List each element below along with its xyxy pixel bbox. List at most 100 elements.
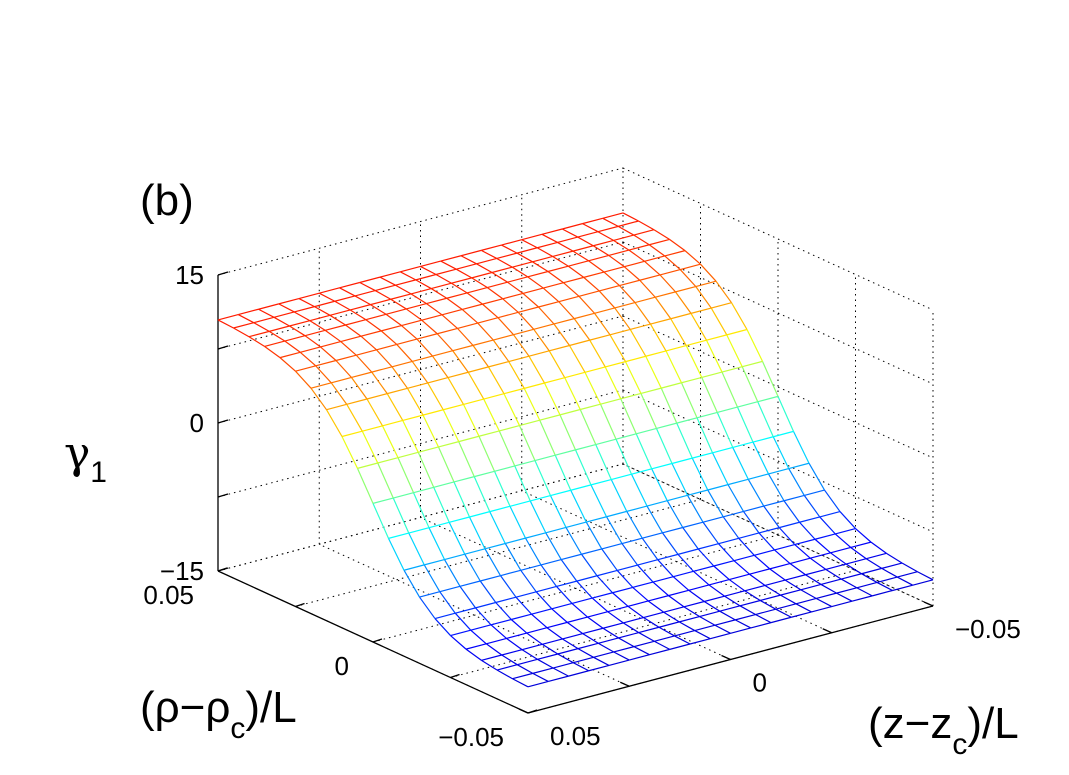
surface-z-line bbox=[659, 268, 681, 276]
surface-z-line bbox=[346, 398, 368, 405]
surface-z-line bbox=[506, 632, 527, 640]
rho-axis-tick bbox=[295, 602, 305, 608]
surface-z-line bbox=[755, 608, 776, 616]
surface-z-line bbox=[861, 567, 882, 575]
surface-z-line bbox=[631, 468, 652, 475]
surface-rho-line bbox=[622, 212, 639, 222]
surface-z-line bbox=[664, 250, 686, 257]
surface-z-line bbox=[571, 597, 593, 605]
surface-z-line bbox=[310, 382, 332, 389]
surface-rho-line bbox=[637, 564, 654, 583]
surface-z-line bbox=[732, 441, 754, 449]
surface-rho-line bbox=[644, 260, 661, 276]
surface-rho-line bbox=[423, 564, 441, 593]
surface-rho-line bbox=[705, 339, 723, 373]
surface-z-line bbox=[668, 589, 689, 597]
surface-rho-line bbox=[805, 574, 822, 585]
surface-rho-line bbox=[784, 579, 802, 591]
surface-rho-line bbox=[839, 511, 856, 529]
surface-rho-line bbox=[639, 279, 656, 298]
surface-rho-line bbox=[501, 654, 518, 666]
surface-rho-line bbox=[808, 462, 826, 491]
grid-line bbox=[372, 534, 779, 643]
surface-z-line bbox=[410, 287, 432, 295]
surface-rho-line bbox=[515, 596, 532, 615]
surface-rho-line bbox=[777, 396, 795, 432]
surface-z-line bbox=[750, 622, 772, 629]
surface-rho-line bbox=[591, 597, 609, 613]
surface-rho-line bbox=[486, 287, 504, 300]
surface-z-line bbox=[770, 616, 792, 624]
surface-z-line bbox=[794, 538, 816, 546]
surface-z-line bbox=[775, 603, 797, 610]
surface-z-line bbox=[583, 271, 605, 278]
grid-line bbox=[217, 389, 624, 498]
surface-rho-line bbox=[616, 570, 634, 588]
surface-rho-line bbox=[856, 587, 873, 597]
surface-z-line bbox=[805, 568, 826, 576]
surface-z-line bbox=[421, 314, 443, 321]
surface-rho-line bbox=[412, 492, 430, 528]
surface-z-line bbox=[562, 223, 583, 230]
surface-z-line bbox=[326, 403, 347, 411]
z-position-axis-tick bbox=[518, 708, 529, 714]
surface-rho-line bbox=[747, 478, 765, 507]
surface-rho-line bbox=[721, 371, 739, 408]
surface-rho-line bbox=[419, 596, 436, 619]
surface-rho-line bbox=[472, 345, 489, 368]
surface-rho-line bbox=[769, 568, 786, 581]
surface-z-line bbox=[561, 553, 582, 561]
surface-z-line bbox=[532, 255, 553, 263]
surface-z-line bbox=[412, 355, 433, 363]
surface-z-line bbox=[456, 263, 477, 270]
surface-z-line bbox=[339, 281, 360, 289]
surface-z-line bbox=[702, 516, 724, 523]
surface-z-line bbox=[596, 569, 618, 577]
rho-axis-tick bbox=[527, 709, 538, 714]
surface-z-line bbox=[791, 611, 812, 618]
surface-z-line bbox=[757, 395, 779, 403]
surface-rho-line bbox=[451, 282, 468, 294]
surface-z-line bbox=[505, 537, 526, 545]
surface-z-line bbox=[435, 268, 457, 276]
surface-rho-line bbox=[623, 266, 641, 281]
surface-z-line bbox=[648, 595, 669, 602]
surface-z-line bbox=[627, 600, 649, 607]
grid-line bbox=[217, 167, 624, 276]
surface-rho-line bbox=[509, 506, 527, 539]
surface-z-line bbox=[567, 616, 588, 623]
surface-z-line bbox=[783, 494, 805, 502]
surface-rho-line bbox=[516, 664, 534, 674]
surface-rho-line bbox=[850, 546, 867, 560]
surface-rho-line bbox=[713, 565, 730, 581]
surface-rho-line bbox=[624, 361, 642, 394]
surface-rho-line bbox=[511, 266, 529, 278]
surface-z-line bbox=[446, 292, 468, 299]
surface-z-line bbox=[587, 611, 608, 618]
surface-z-line bbox=[816, 592, 837, 600]
surface-z-line bbox=[669, 643, 691, 650]
surface-rho-line bbox=[439, 591, 456, 614]
surface-z-line bbox=[366, 393, 388, 400]
surface-rho-line bbox=[314, 306, 331, 316]
surface-z-line bbox=[706, 334, 727, 341]
surface-z-line bbox=[509, 500, 531, 507]
surface-rho-line bbox=[518, 425, 536, 461]
surface-rho-line bbox=[567, 265, 585, 278]
surface-rho-line bbox=[825, 568, 842, 580]
surface-z-line bbox=[418, 446, 439, 453]
surface-rho-line bbox=[640, 393, 658, 429]
surface-rho-line bbox=[794, 544, 811, 559]
surface-z-line bbox=[309, 314, 331, 322]
surface-z-line bbox=[440, 255, 462, 262]
surface-z-line bbox=[683, 600, 705, 608]
surface-rho-line bbox=[310, 387, 327, 411]
surface-z-line bbox=[320, 340, 341, 348]
surface-z-line bbox=[489, 505, 511, 513]
surface-z-line bbox=[533, 323, 555, 330]
surface-z-line bbox=[381, 324, 402, 332]
surface-z-line bbox=[612, 586, 633, 594]
surface-z-line bbox=[789, 557, 811, 565]
surface-rho-line bbox=[660, 387, 678, 424]
surface-z-line bbox=[754, 549, 775, 556]
